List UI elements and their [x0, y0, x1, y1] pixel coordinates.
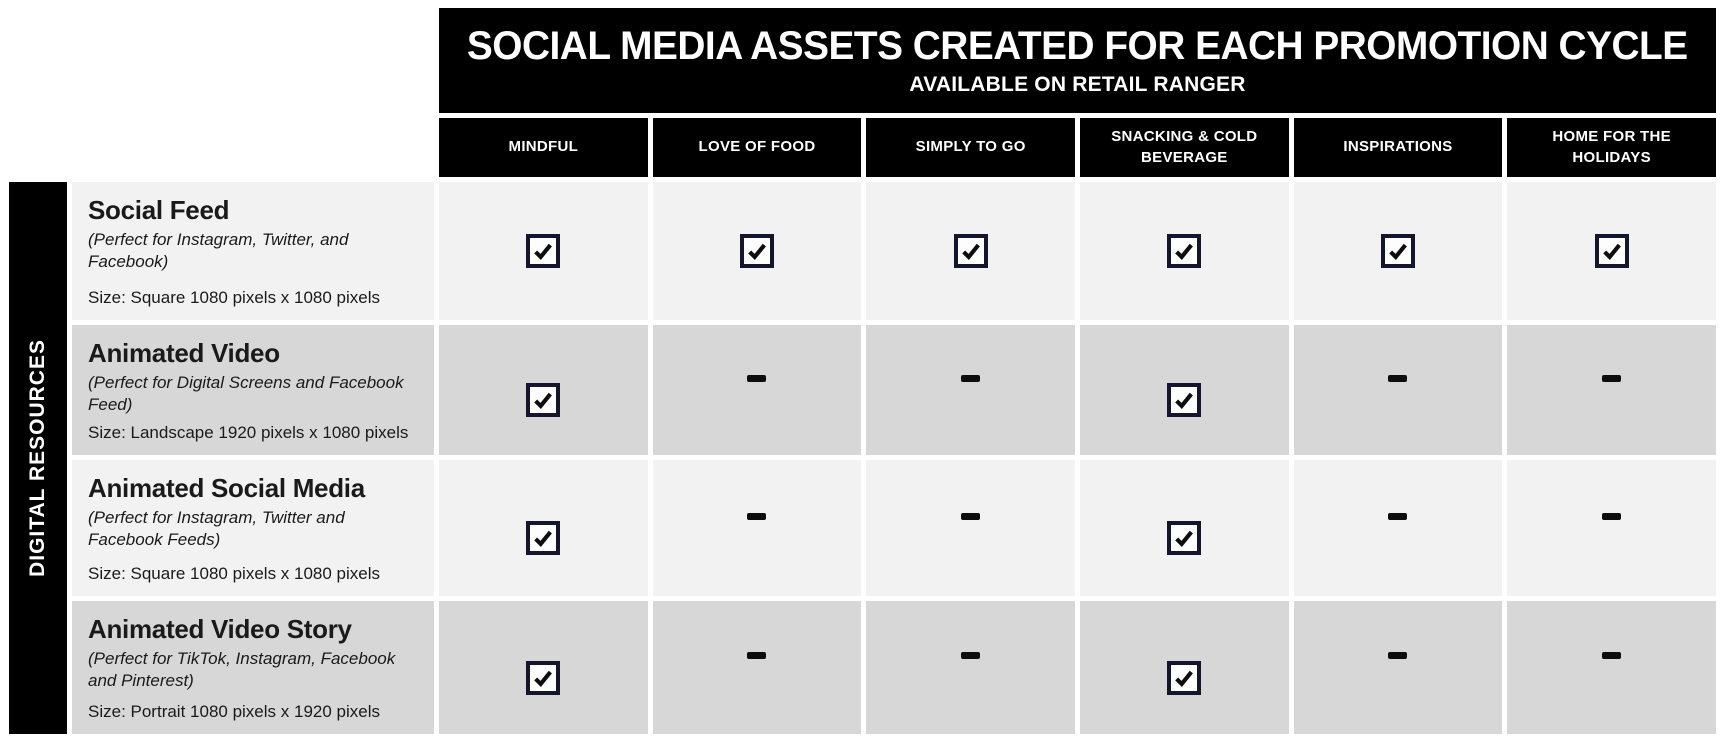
dash-icon [961, 374, 981, 382]
column-header-inspirations: INSPIRATIONS [1293, 118, 1503, 177]
dash-icon [961, 512, 981, 520]
row-label-social-feed: Social Feed (Perfect for Instagram, Twit… [72, 182, 434, 320]
table-cell [1080, 460, 1289, 596]
checked-checkbox-icon [739, 234, 774, 268]
dash-icon [1388, 374, 1408, 382]
dash-icon [1388, 652, 1408, 659]
sidebar-label: DIGITAL RESOURCES [26, 339, 49, 577]
checked-checkbox-icon [526, 234, 561, 268]
dash-icon [1388, 512, 1408, 520]
table-cell [1507, 182, 1716, 320]
table-cell [1293, 601, 1503, 734]
dash-icon [747, 652, 767, 659]
table-grid: SOCIAL MEDIA ASSETS CREATED FOR EACH PRO… [9, 8, 1716, 734]
column-header-home-for-the-holidays: HOME FOR THE HOLIDAYS [1507, 118, 1716, 177]
row-label-animated-video: Animated Video (Perfect for Digital Scre… [72, 325, 434, 455]
table-cell [439, 460, 648, 596]
row-label-animated-social-media: Animated Social Media (Perfect for Insta… [72, 460, 434, 596]
table-cell [866, 325, 1075, 455]
table-cell [1293, 325, 1503, 455]
dash-icon [747, 374, 767, 382]
page-title: SOCIAL MEDIA ASSETS CREATED FOR EACH PRO… [467, 24, 1688, 68]
checked-checkbox-icon [526, 383, 561, 417]
dash-icon [1602, 374, 1622, 382]
checked-checkbox-icon [526, 521, 561, 555]
column-header-love-of-food: LOVE OF FOOD [652, 118, 862, 177]
table-cell [652, 325, 862, 455]
checked-checkbox-icon [953, 234, 988, 268]
table-cell [1080, 601, 1289, 734]
checked-checkbox-icon [1167, 383, 1202, 417]
row-description: (Perfect for Instagram, Twitter, and Fac… [88, 230, 349, 272]
table-cell [652, 460, 862, 596]
sidebar-category-bar: DIGITAL RESOURCES [9, 182, 67, 734]
table-cell [866, 460, 1075, 596]
dash-icon [961, 652, 981, 659]
dash-icon [747, 512, 767, 520]
table-cell [1080, 325, 1289, 455]
table-cell [1080, 182, 1289, 320]
row-size: Size: Landscape 1920 pixels x 1080 pixel… [88, 423, 409, 442]
row-label-animated-video-story: Animated Video Story (Perfect for TikTok… [72, 601, 434, 734]
table-cell [652, 601, 862, 734]
table-cell [1507, 325, 1716, 455]
dash-icon [1602, 652, 1622, 659]
title-bar: SOCIAL MEDIA ASSETS CREATED FOR EACH PRO… [439, 8, 1716, 113]
checked-checkbox-icon [1594, 234, 1629, 268]
row-size: Size: Square 1080 pixels x 1080 pixels [88, 288, 381, 307]
row-title: Animated Video Story [88, 614, 352, 644]
row-description: (Perfect for Instagram, Twitter and Face… [88, 508, 345, 550]
checked-checkbox-icon [526, 660, 561, 695]
row-title: Animated Social Media [88, 473, 365, 503]
page-subtitle: AVAILABLE ON RETAIL RANGER [909, 73, 1246, 96]
table-cell [1507, 460, 1716, 596]
dash-icon [1602, 512, 1622, 520]
table-cell [439, 601, 648, 734]
table-cell [866, 601, 1075, 734]
table-cell [1507, 601, 1716, 734]
table-cell [652, 182, 862, 320]
row-size: Size: Square 1080 pixels x 1080 pixels [88, 564, 381, 583]
table-cell [439, 182, 648, 320]
checked-checkbox-icon [1380, 234, 1415, 268]
table-cell [1293, 460, 1503, 596]
checked-checkbox-icon [1167, 660, 1202, 695]
table-cell [439, 325, 648, 455]
row-title: Animated Video [88, 338, 280, 368]
row-description: (Perfect for Digital Screens and Faceboo… [88, 373, 404, 415]
column-header-snacking-cold-beverage: SNACKING & COLD BEVERAGE [1080, 118, 1289, 177]
row-description: (Perfect for TikTok, Instagram, Facebook… [88, 649, 396, 691]
row-size: Size: Portrait 1080 pixels x 1920 pixels [88, 702, 380, 721]
table-cell [866, 182, 1075, 320]
checked-checkbox-icon [1167, 234, 1202, 268]
checked-checkbox-icon [1167, 521, 1202, 555]
column-header-mindful: MINDFUL [439, 118, 648, 177]
row-title: Social Feed [88, 195, 230, 225]
table-cell [1293, 182, 1503, 320]
column-header-simply-to-go: SIMPLY TO GO [866, 118, 1075, 177]
